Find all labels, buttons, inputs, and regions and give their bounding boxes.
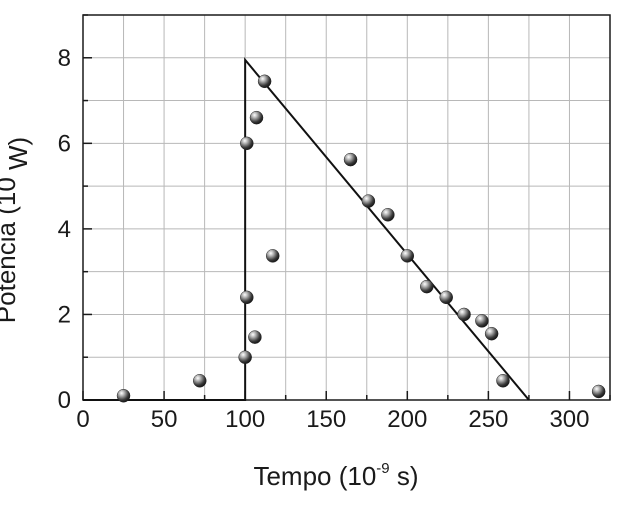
data-point — [343, 152, 358, 167]
y-axis-label: Potencia (10 W) — [0, 137, 33, 323]
y-tick-label: 8 — [58, 45, 71, 72]
data-point — [257, 74, 272, 89]
data-point — [361, 194, 376, 208]
data-point — [238, 350, 252, 364]
x-tick-label: 50 — [151, 406, 178, 433]
data-point — [240, 136, 254, 151]
fit-line — [83, 57, 530, 401]
x-tick-labels: 0 50 100 150 200 250 300 — [76, 406, 589, 433]
data-point — [484, 326, 499, 341]
x-tick-label: 100 — [225, 406, 265, 433]
data-point — [265, 249, 280, 263]
data-point — [400, 249, 415, 263]
plot-area-frame — [82, 14, 611, 401]
data-point — [240, 290, 254, 305]
x-tick-label: 0 — [76, 406, 89, 433]
data-points — [116, 74, 606, 403]
data-point — [116, 388, 131, 403]
x-tick-label: 200 — [387, 406, 427, 433]
y-tick-label: 6 — [58, 130, 71, 157]
grid — [83, 15, 610, 400]
data-point — [496, 374, 510, 388]
y-tick-label: 0 — [58, 387, 71, 414]
data-point — [248, 330, 262, 344]
data-point — [439, 290, 453, 305]
x-tick-label: 250 — [468, 406, 508, 433]
y-tick-label: 2 — [58, 301, 71, 328]
data-point — [193, 374, 207, 388]
axis-ticks — [82, 14, 611, 401]
x-tick-label: 150 — [306, 406, 346, 433]
data-point — [457, 307, 471, 322]
fit-line-path — [83, 57, 530, 401]
y-tick-label: 4 — [58, 216, 71, 243]
data-point — [591, 384, 606, 399]
data-point — [475, 314, 489, 328]
data-point — [249, 110, 264, 125]
x-tick-label: 300 — [549, 406, 589, 433]
x-axis-label: Tempo (10-9 s) — [253, 460, 418, 491]
data-point — [381, 208, 395, 222]
y-tick-labels: 0 2 4 6 8 — [58, 45, 71, 414]
data-point — [420, 279, 434, 294]
